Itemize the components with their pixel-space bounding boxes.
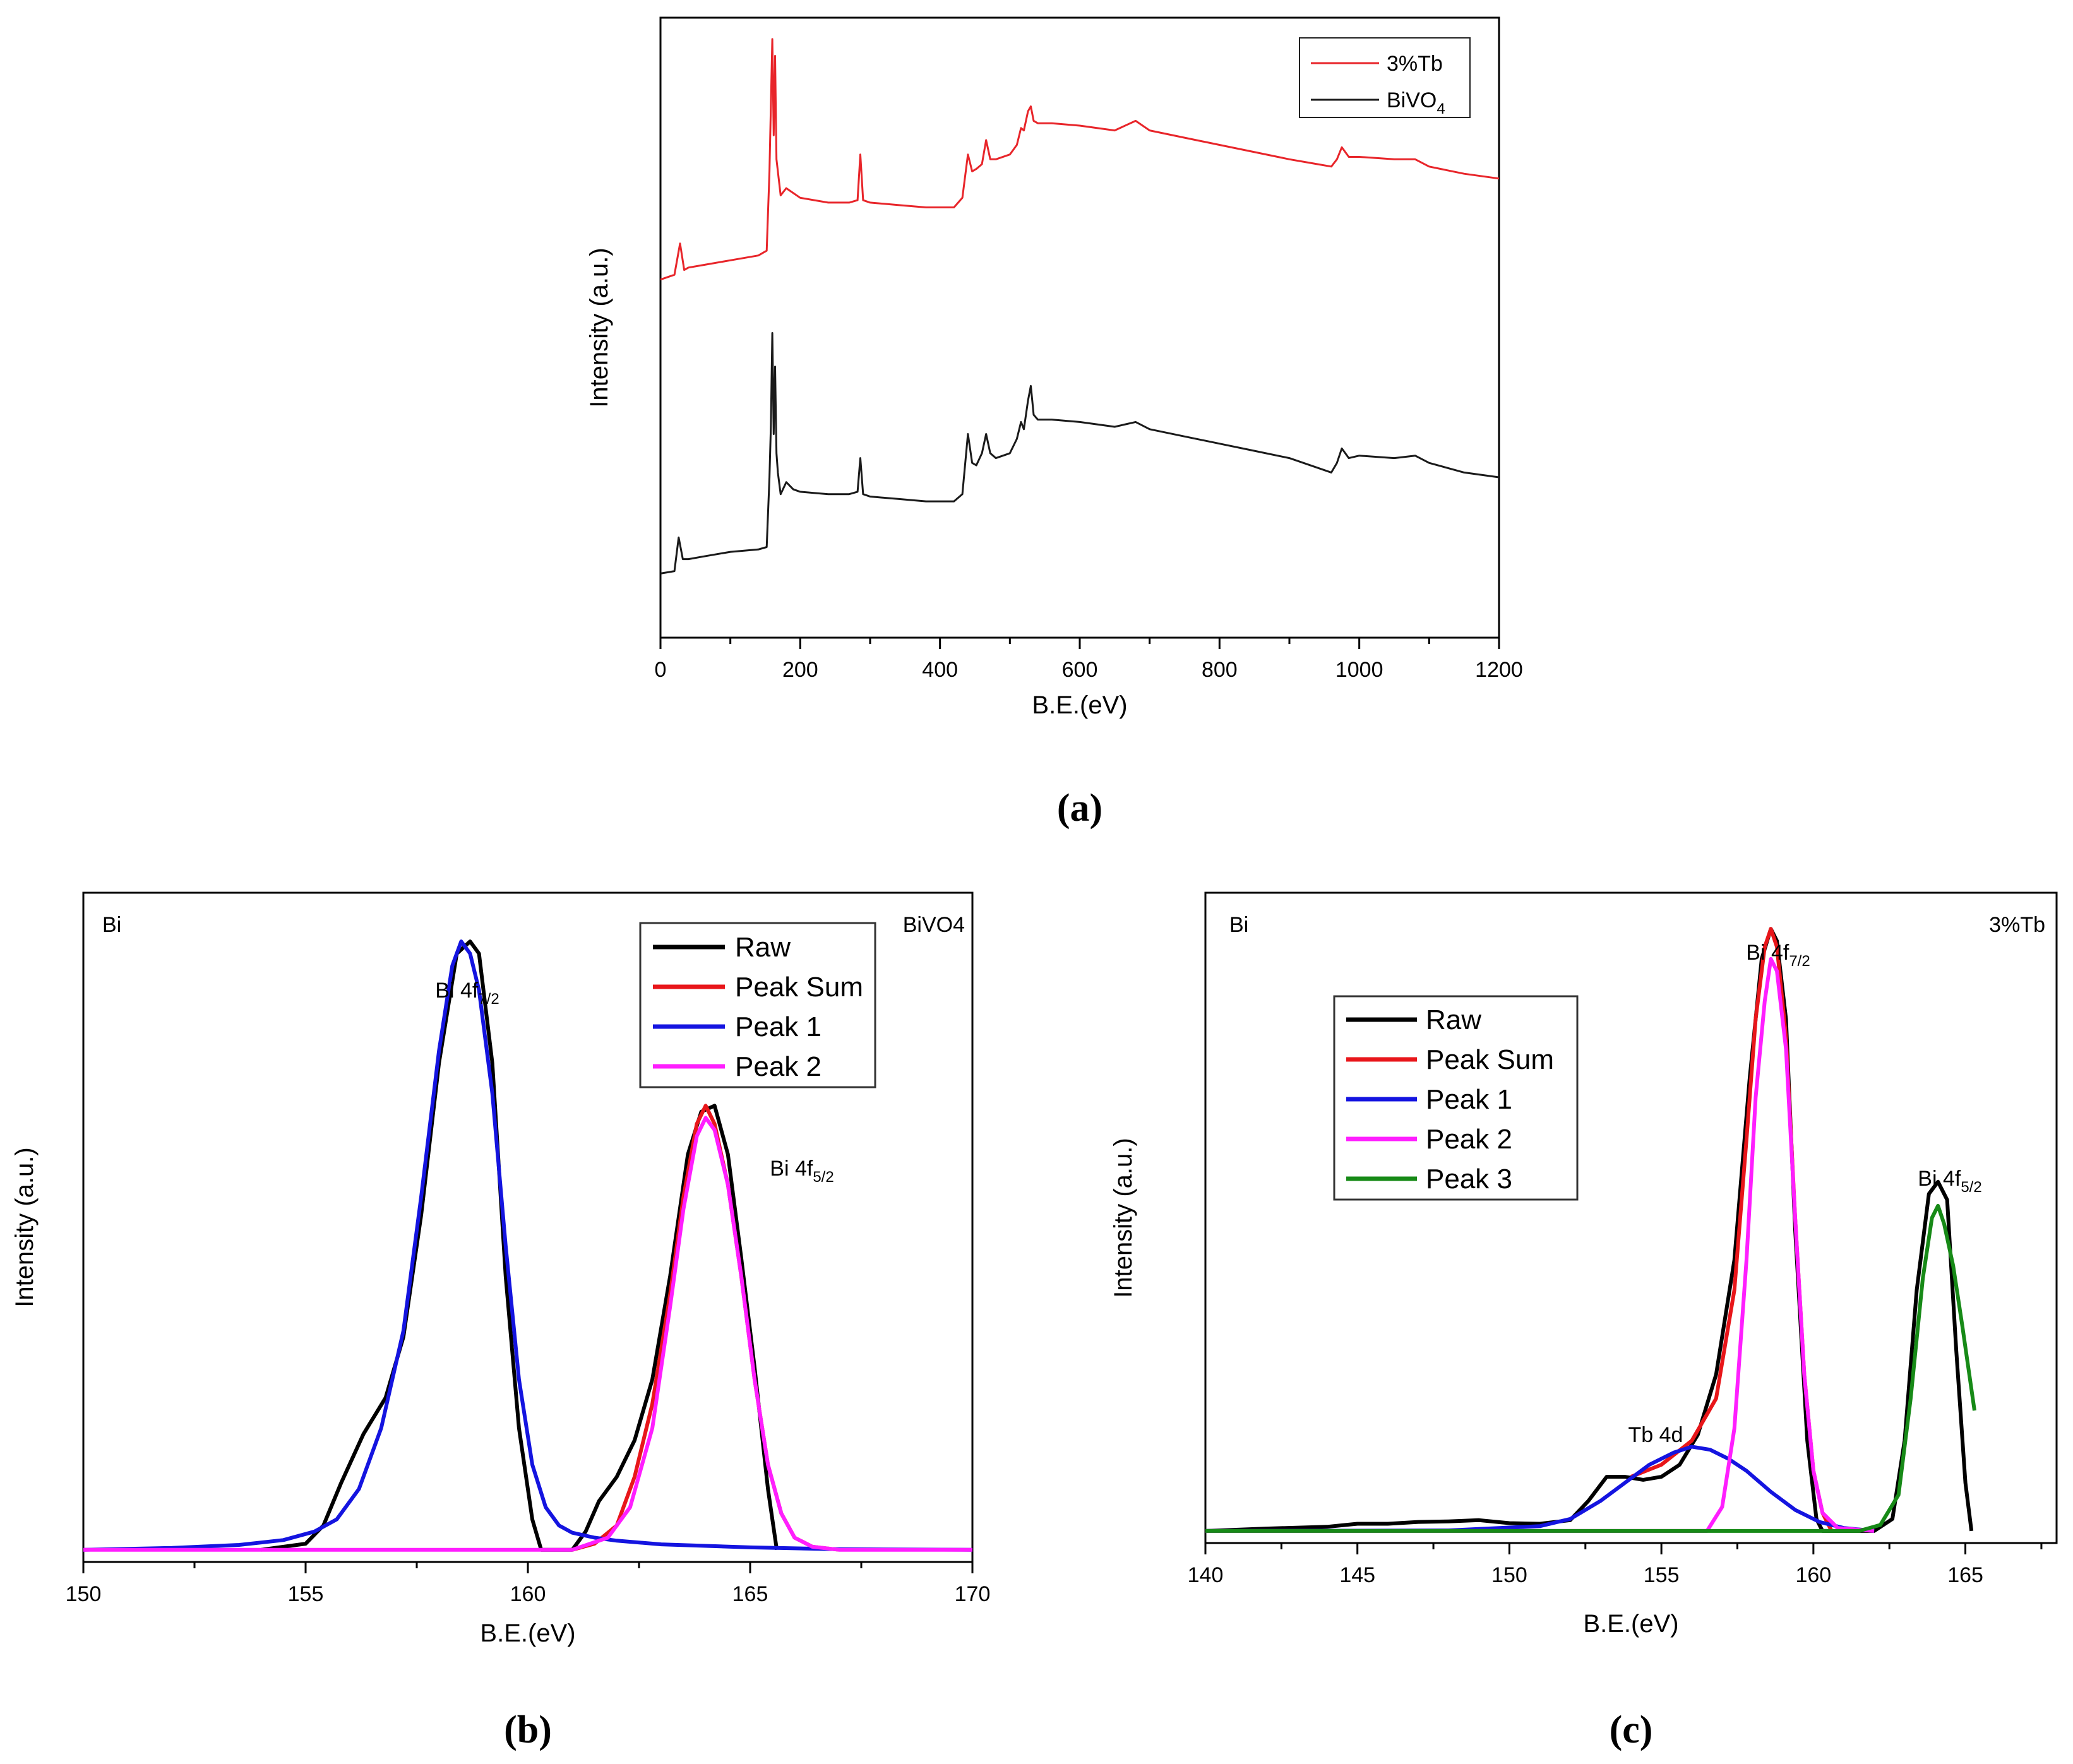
x-tick-label: 0 <box>655 658 667 682</box>
panel-label: (b) <box>504 1708 552 1751</box>
annotation-bi4f-5-2: Bi 4f5/2 <box>770 1157 833 1186</box>
x-tick-label: 800 <box>1202 658 1238 682</box>
legend-box <box>1299 37 1471 118</box>
series-line-raw <box>1205 927 1974 1533</box>
x-tick-label: 140 <box>1188 1563 1224 1587</box>
x-tick-label: 200 <box>782 658 818 682</box>
legend-label: Peak Sum <box>735 972 863 1003</box>
x-tick-label: 150 <box>66 1582 102 1606</box>
y-axis-label: Intensity (a.u.) <box>585 247 613 407</box>
series-line-bivo4 <box>660 332 1500 575</box>
sample-label: 3%Tb <box>1989 913 2045 937</box>
x-tick-label: 170 <box>955 1582 991 1606</box>
plot-frame <box>1204 891 2058 1544</box>
y-axis-label: Intensity (a.u.) <box>11 1147 39 1307</box>
legend-label: BiVO4 <box>1387 88 1445 117</box>
corner-label: Bi <box>102 913 121 937</box>
x-tick-label: 1200 <box>1475 658 1523 682</box>
y-axis-label: Intensity (a.u.) <box>1109 1138 1137 1297</box>
x-tick-label: 155 <box>288 1582 324 1606</box>
x-tick-label: 145 <box>1339 1563 1375 1587</box>
legend-label: Peak 1 <box>1426 1084 1512 1115</box>
legend-label: Peak Sum <box>1426 1044 1554 1075</box>
x-axis-label: B.E.(eV) <box>480 1619 575 1647</box>
x-axis-label: B.E.(eV) <box>1583 1610 1678 1638</box>
x-axis-label: B.E.(eV) <box>1032 691 1127 719</box>
series-line-3-tb <box>660 38 1500 281</box>
legend: 3%Tb BiVO4 <box>1299 37 1471 118</box>
x-tick-label: 160 <box>1795 1563 1831 1587</box>
legend: Raw Peak Sum Peak 1 Peak 2 Peak 3 <box>1333 995 1579 1201</box>
legend-label: Peak 2 <box>1426 1124 1512 1155</box>
series-line-peak-2 <box>1205 956 1875 1533</box>
series-line-peak-2 <box>83 1116 972 1552</box>
legend-box <box>639 922 876 1088</box>
legend-label: 3%Tb <box>1387 52 1443 76</box>
series-line-peak-3 <box>1205 1203 1976 1533</box>
panel-label: (a) <box>1057 787 1102 830</box>
x-tick-label: 165 <box>1947 1563 1983 1587</box>
legend-label: Raw <box>1426 1004 1481 1035</box>
legend-label: Peak 2 <box>735 1051 821 1082</box>
corner-label: Bi <box>1229 913 1248 937</box>
x-tick-label: 150 <box>1491 1563 1527 1587</box>
legend-label: Raw <box>735 932 791 963</box>
annotation-bi4f-7-2: Bi 4f7/2 <box>1746 941 1810 970</box>
x-tick-label: 1000 <box>1335 658 1383 682</box>
annotation-bi4f-5-2: Bi 4f5/2 <box>1918 1167 1981 1196</box>
legend-label: Peak 3 <box>1426 1164 1512 1195</box>
panel-label: (c) <box>1610 1708 1653 1751</box>
legend-label: Peak 1 <box>735 1011 821 1042</box>
legend: Raw Peak Sum Peak 1 Peak 2 <box>639 922 876 1088</box>
panel-b-bivo4-bi4f-chart: 150 155 160 165 170 B.E.(eV) Intensity (a.u.) (… <box>11 891 991 1751</box>
annotation-bi4f-7-2: Bi 4f7/2 <box>435 979 499 1008</box>
x-tick-label: 155 <box>1644 1563 1680 1587</box>
x-tick-label: 165 <box>732 1582 768 1606</box>
x-tick-label: 160 <box>510 1582 546 1606</box>
sample-label: BiVO4 <box>903 913 965 937</box>
annotation-tb4d: Tb 4d <box>1628 1423 1683 1447</box>
panel-c-3tb-bi4f-chart: 140 145 150 155 160 165 B.E.(eV) Intensity (a.u… <box>1109 891 2058 1751</box>
panel-a-survey-chart: 0 200 400 600 800 1000 1200 B.E.(eV) Intensity (… <box>585 16 1523 830</box>
x-tick-label: 400 <box>922 658 958 682</box>
x-tick-label: 600 <box>1062 658 1098 682</box>
series-line-peak-1 <box>1205 1445 1875 1533</box>
